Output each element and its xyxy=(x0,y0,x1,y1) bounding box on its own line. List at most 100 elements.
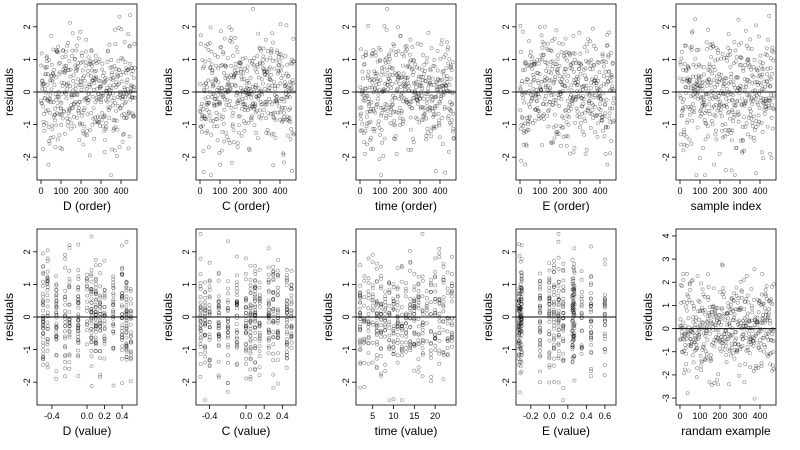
data-point xyxy=(752,95,757,100)
data-point xyxy=(99,93,104,98)
data-point xyxy=(527,120,532,124)
data-point xyxy=(387,72,392,77)
data-point xyxy=(76,297,81,302)
data-point xyxy=(39,98,43,103)
data-point xyxy=(529,66,534,71)
data-point xyxy=(586,106,591,111)
data-point xyxy=(723,92,728,96)
data-point xyxy=(602,111,607,116)
data-point xyxy=(52,73,57,78)
data-point xyxy=(259,77,264,82)
data-point xyxy=(741,102,746,107)
data-point xyxy=(212,103,217,107)
data-point xyxy=(257,267,262,272)
data-point xyxy=(266,298,271,303)
data-point xyxy=(688,45,693,50)
data-point xyxy=(209,94,214,99)
data-point xyxy=(365,121,369,126)
data-point xyxy=(254,108,259,113)
data-point xyxy=(606,80,610,84)
data-point xyxy=(376,122,381,127)
data-point xyxy=(85,328,90,333)
data-point xyxy=(387,303,392,308)
data-point xyxy=(738,279,743,284)
data-point xyxy=(558,124,563,129)
data-point xyxy=(83,132,88,137)
data-point xyxy=(739,102,744,106)
data-point xyxy=(117,14,122,19)
data-point xyxy=(680,100,685,105)
data-point xyxy=(65,123,70,128)
data-point xyxy=(128,379,133,384)
data-point xyxy=(207,284,212,289)
data-point xyxy=(426,107,431,112)
data-point xyxy=(525,64,530,68)
y-tick-label: 1 xyxy=(501,57,511,62)
data-point xyxy=(684,336,689,341)
data-point xyxy=(368,119,373,124)
data-point xyxy=(279,56,284,60)
data-point xyxy=(681,148,686,153)
data-point xyxy=(699,84,704,89)
data-point xyxy=(130,68,135,73)
data-point xyxy=(544,68,549,73)
data-point xyxy=(603,337,607,342)
data-point xyxy=(536,61,541,66)
data-point xyxy=(370,80,375,85)
data-point xyxy=(428,80,432,85)
data-point xyxy=(59,80,64,85)
data-point xyxy=(565,86,570,91)
data-point xyxy=(561,125,566,130)
data-point xyxy=(729,138,734,143)
data-point xyxy=(594,81,599,86)
data-point xyxy=(268,55,273,60)
data-point xyxy=(535,71,539,75)
data-point xyxy=(203,350,208,355)
data-point xyxy=(757,89,762,94)
data-point xyxy=(282,80,287,85)
data-point xyxy=(390,98,395,103)
data-point xyxy=(42,112,47,116)
data-point xyxy=(114,108,119,113)
data-point xyxy=(55,137,60,142)
data-point xyxy=(73,83,78,87)
data-point xyxy=(421,117,426,122)
data-point xyxy=(206,95,210,100)
data-point xyxy=(385,82,390,87)
data-point xyxy=(111,283,116,288)
data-point xyxy=(39,79,44,84)
data-point xyxy=(91,87,96,92)
y-tick-label: -1 xyxy=(181,346,191,354)
data-point xyxy=(561,89,565,94)
data-point xyxy=(729,168,734,173)
data-point xyxy=(249,118,254,122)
data-point xyxy=(712,344,717,349)
x-axis-title: D (order) xyxy=(63,199,111,213)
data-point xyxy=(609,139,614,143)
data-point xyxy=(120,304,124,309)
data-point xyxy=(232,68,237,73)
data-point xyxy=(277,104,282,109)
data-point xyxy=(570,257,575,262)
y-tick-label: -2 xyxy=(661,371,671,379)
data-point xyxy=(366,296,371,301)
x-tick-label: 0.0 xyxy=(81,411,94,421)
data-point xyxy=(57,99,62,104)
data-point xyxy=(276,289,280,294)
data-point xyxy=(731,119,736,124)
data-point xyxy=(372,109,376,114)
data-point xyxy=(696,96,701,101)
data-point xyxy=(419,90,424,95)
data-point xyxy=(284,267,289,272)
data-point xyxy=(427,82,431,87)
data-point xyxy=(761,61,765,65)
x-tick-label: 0 xyxy=(517,186,522,196)
data-point xyxy=(682,142,687,147)
data-point xyxy=(397,106,402,110)
data-point xyxy=(444,86,448,91)
data-point xyxy=(606,53,611,58)
data-point xyxy=(44,90,49,95)
data-point xyxy=(104,98,108,103)
data-point xyxy=(605,33,609,37)
data-point xyxy=(440,70,445,74)
